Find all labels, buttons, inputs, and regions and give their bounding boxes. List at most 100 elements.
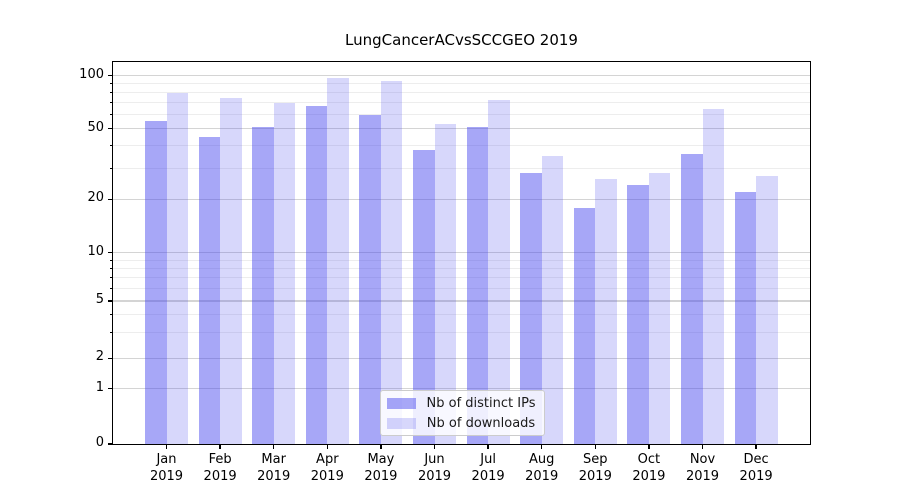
x-tick-month: Feb: [208, 451, 232, 467]
x-tick-year: 2019: [257, 468, 291, 484]
bar-distinct-ips: [573, 207, 596, 444]
y-axis-tick: [107, 443, 112, 445]
x-tick-month: Nov: [689, 451, 716, 467]
bar-downloads: [380, 81, 403, 444]
bar-distinct-ips: [627, 185, 649, 444]
y-tick-label: 1: [95, 379, 104, 395]
y-axis-minor-tick: [109, 83, 112, 85]
x-tick-label: Sep 2019: [565, 451, 625, 485]
grid-line-minor: [112, 267, 811, 269]
x-axis-tick: [165, 444, 168, 449]
grid-line-major: [112, 357, 811, 359]
x-axis-tick: [380, 444, 382, 449]
x-tick-label: Nov 2019: [673, 451, 733, 485]
x-tick-year: 2019: [525, 468, 559, 484]
x-tick-month: Oct: [637, 451, 661, 467]
x-tick-month: Jun: [424, 451, 445, 467]
x-tick-year: 2019: [471, 468, 505, 484]
x-tick-month: Dec: [743, 451, 769, 467]
x-tick-year: 2019: [364, 468, 398, 484]
y-axis-tick: [107, 300, 112, 302]
x-tick-month: Mar: [261, 451, 286, 467]
grid-line-minor: [112, 92, 811, 94]
grid-line-major: [112, 75, 811, 77]
x-tick-month: Apr: [316, 451, 339, 467]
grid-line-minor: [112, 114, 811, 116]
bar-distinct-ips: [734, 192, 757, 444]
x-tick-label: Apr 2019: [297, 451, 357, 485]
legend-item-distinct-ips: Nb of distinct IPs: [387, 396, 536, 411]
x-tick-year: 2019: [149, 468, 184, 484]
chart-title: LungCancerACvsSCCGEO 2019: [345, 31, 578, 49]
y-tick-label: 5: [95, 292, 104, 307]
x-axis-tick: [541, 444, 543, 449]
x-tick-label: Feb 2019: [190, 451, 250, 485]
y-axis-minor-tick: [109, 92, 112, 94]
grid-line-minor: [112, 287, 811, 289]
grid-line-minor: [112, 83, 811, 85]
bar-downloads: [541, 156, 564, 444]
y-axis-minor-tick: [109, 145, 112, 147]
x-axis-tick: [594, 444, 596, 449]
grid-line-major: [112, 128, 811, 130]
y-tick-label: 20: [87, 190, 104, 206]
y-axis-tick: [107, 387, 112, 390]
legend-swatch-downloads-icon: [387, 417, 416, 429]
y-axis-minor-tick: [109, 314, 112, 316]
x-tick-month: Jul: [480, 451, 496, 467]
grid-line-major: [112, 252, 811, 254]
x-tick-year: 2019: [203, 468, 237, 484]
grid-line-major: [112, 388, 811, 390]
y-tick-label: 10: [87, 243, 104, 259]
x-tick-year: 2019: [739, 468, 773, 484]
x-axis-tick: [755, 444, 757, 449]
x-tick-label: Oct 2019: [619, 451, 679, 485]
legend: Nb of distinct IPs Nb of downloads: [380, 390, 545, 436]
y-axis-tick: [107, 75, 112, 77]
x-tick-year: 2019: [310, 468, 344, 484]
bar-downloads: [488, 99, 510, 444]
x-tick-year: 2019: [578, 468, 612, 484]
y-axis-tick: [107, 357, 112, 359]
bar-downloads: [166, 92, 188, 444]
bar-distinct-ips: [466, 127, 489, 444]
x-tick-year: 2019: [417, 468, 452, 484]
y-axis-tick: [107, 252, 112, 254]
bar-distinct-ips: [252, 127, 274, 444]
y-axis-minor-tick: [109, 102, 112, 104]
x-axis-tick: [273, 444, 275, 449]
y-tick-label: 50: [87, 119, 104, 135]
y-axis-minor-tick: [109, 167, 112, 169]
x-axis-tick: [326, 444, 328, 449]
x-tick-month: Sep: [583, 451, 608, 467]
legend-label-downloads: Nb of downloads: [426, 415, 536, 431]
x-tick-label: Jan 2019: [137, 451, 197, 485]
x-tick-month: Jan: [156, 451, 177, 467]
bar-distinct-ips: [145, 121, 167, 444]
bar-distinct-ips: [520, 173, 542, 444]
y-axis-minor-tick: [109, 259, 112, 261]
x-axis-tick: [701, 444, 704, 449]
grid-line-minor: [112, 145, 811, 147]
x-axis-tick: [219, 444, 221, 449]
legend-label-distinct-ips: Nb of distinct IPs: [426, 395, 536, 411]
bar-distinct-ips: [198, 136, 221, 444]
bar-downloads: [595, 179, 617, 444]
y-axis-tick: [107, 198, 112, 201]
bar-downloads: [273, 102, 296, 444]
grid-line-major: [112, 198, 811, 200]
legend-swatch-distinct-ips-icon: [387, 397, 416, 409]
x-axis-tick: [433, 444, 436, 449]
grid-line-minor: [112, 314, 811, 316]
y-axis-minor-tick: [109, 332, 112, 334]
bar-downloads: [327, 78, 349, 444]
bar-distinct-ips: [305, 106, 328, 444]
x-tick-label: Jun 2019: [405, 451, 465, 485]
x-tick-label: Mar 2019: [244, 451, 304, 485]
grid-line-minor: [112, 332, 811, 334]
bar-distinct-ips: [359, 114, 381, 444]
y-axis-minor-tick: [109, 277, 112, 279]
bar-downloads: [702, 108, 724, 444]
grid-line-minor: [112, 102, 811, 104]
